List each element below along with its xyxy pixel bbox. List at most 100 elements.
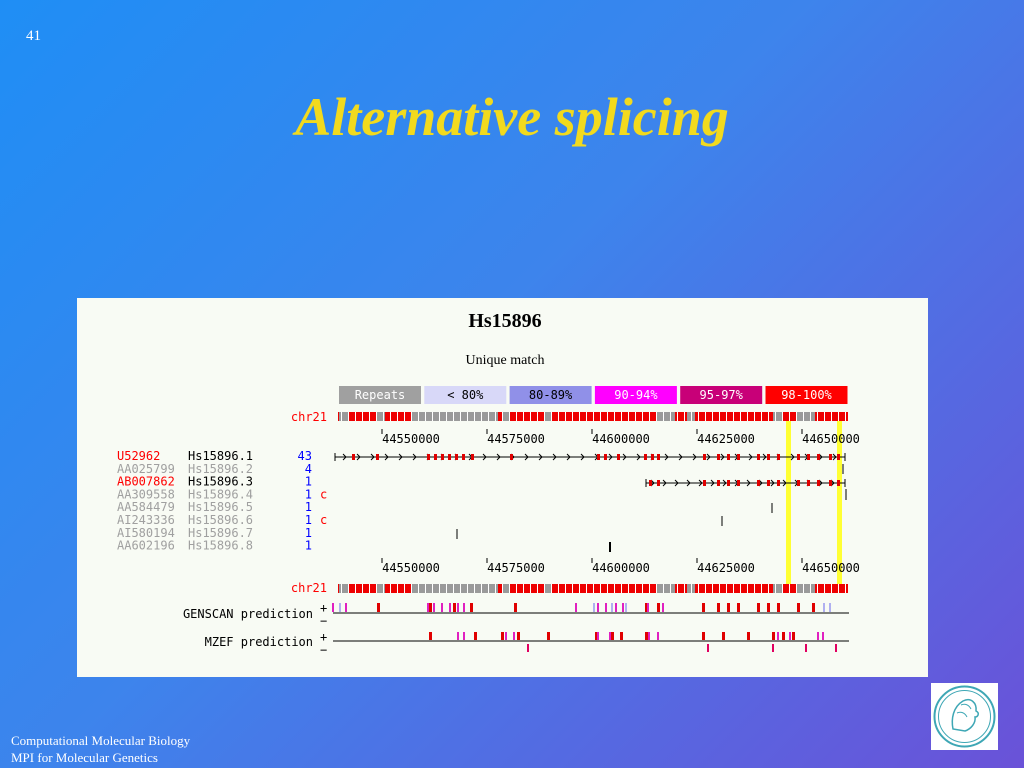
band-gap (747, 584, 748, 593)
exon-block (727, 454, 730, 460)
band-gap (446, 584, 447, 593)
band-gap (488, 412, 489, 421)
genscan-minus: − (320, 614, 327, 628)
genscan-exon (737, 603, 740, 612)
genscan-exon (441, 603, 443, 612)
axis-tick-label: 44550000 (382, 561, 440, 575)
genscan-exon (717, 603, 720, 612)
chrom-label-top: chr21 (291, 410, 327, 424)
direction-chevron (748, 453, 753, 461)
direction-chevron (384, 453, 389, 461)
band-gap (719, 412, 720, 421)
exon-block (604, 454, 607, 460)
genscan-exon (433, 603, 435, 612)
mzef-exon-minus (805, 644, 807, 652)
direction-chevron (722, 479, 727, 487)
exon-block (471, 454, 474, 460)
direction-chevron (622, 453, 627, 461)
genscan-exon (449, 603, 451, 612)
band-gap (432, 412, 433, 421)
mzef-exon-minus (835, 644, 837, 652)
footer-line-2: MPI for Molecular Genetics (11, 750, 158, 765)
exon-block (817, 480, 820, 486)
genscan-exons (332, 603, 831, 612)
band-gap (621, 412, 622, 421)
band-gap (642, 584, 643, 593)
band-gap (411, 412, 412, 421)
exon-block (837, 454, 840, 460)
band-gap (838, 412, 839, 421)
exon-block (376, 454, 379, 460)
axis-tick-label: 44650000 (802, 561, 860, 575)
genome-browser-figure: Hs15896 Unique match Repeats < 80% 80-89% 9… (77, 298, 928, 677)
exon-block (651, 454, 654, 460)
direction-chevron (762, 453, 767, 461)
band-gap (383, 412, 384, 421)
exon-block (807, 454, 810, 460)
band-gap (530, 412, 531, 421)
band-gap (698, 412, 699, 421)
genscan-exon (702, 603, 705, 612)
band-gap (558, 584, 559, 593)
mzef-exon (517, 632, 520, 640)
band-gap (516, 584, 517, 593)
direction-chevron (538, 453, 543, 461)
legend-swatch (594, 386, 677, 404)
band-gap (663, 412, 664, 421)
band-gap (523, 412, 524, 421)
mzef-exon (429, 632, 432, 640)
band-gap (551, 412, 552, 421)
track-accession: AI243336 (117, 513, 175, 527)
mzef-exon-minus (527, 644, 529, 652)
legend-label: 98-100% (781, 388, 832, 402)
direction-chevron (342, 453, 347, 461)
band-gap (362, 584, 363, 593)
direction-chevron (692, 453, 697, 461)
band-gap (796, 412, 797, 421)
band-gap (817, 412, 818, 421)
band-gap (502, 412, 503, 421)
band-gap (691, 584, 692, 593)
genscan-exon (470, 603, 473, 612)
exon-block (777, 454, 780, 460)
band-gap (782, 584, 783, 593)
band-gap (635, 412, 636, 421)
band-gap (572, 584, 573, 593)
legend-swatch (765, 386, 848, 404)
legend-label: 80-89% (529, 388, 573, 402)
band-gap (537, 584, 538, 593)
mzef-exon (792, 632, 795, 640)
track-cluster-id: Hs15896.3 (188, 475, 253, 489)
mzef-exon (782, 632, 785, 640)
mzef-exon (789, 632, 791, 640)
genscan-exon (657, 603, 660, 612)
genscan-exon (463, 603, 465, 612)
genscan-exon (647, 603, 649, 612)
genscan-exon (514, 603, 517, 612)
band-gap (614, 584, 615, 593)
band-gap (341, 584, 342, 593)
repeat-block (502, 412, 510, 421)
mzef-exon (611, 632, 614, 640)
band-gap (467, 412, 468, 421)
track-accession: AA584479 (117, 500, 175, 514)
genscan-label: GENSCAN prediction (183, 607, 313, 621)
mzef-exon-minus (707, 644, 709, 652)
axis-tick-label: 44550000 (382, 432, 440, 446)
band-gap (810, 584, 811, 593)
mzef-exon (595, 632, 598, 640)
track-count: 1 (305, 539, 312, 553)
exon-block (597, 454, 600, 460)
direction-chevron (580, 453, 585, 461)
legend-swatch (680, 386, 763, 404)
band-gap (782, 412, 783, 421)
band-gap (579, 412, 580, 421)
band-gap (390, 584, 391, 593)
mzef-exon (501, 632, 504, 640)
direction-chevron (636, 453, 641, 461)
track-count: 4 (305, 462, 312, 476)
mzef-exon (747, 632, 750, 640)
band-gap (446, 412, 447, 421)
track-count: 1 (305, 500, 312, 514)
genscan-exon (453, 603, 456, 612)
